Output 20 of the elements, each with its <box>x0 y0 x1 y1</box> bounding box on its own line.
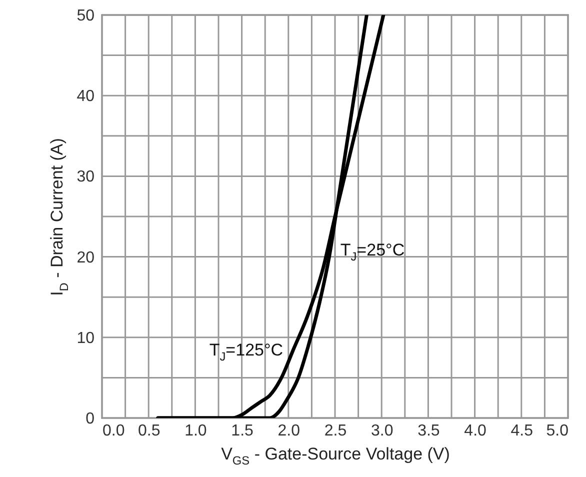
x-tick-label: 3.0 <box>370 422 394 440</box>
x-axis-title: V$_{GS}$ - Gate-Source Voltage (V) <box>221 444 450 468</box>
x-tick-label: 2.5 <box>324 422 347 440</box>
text: 0.0 <box>102 422 125 440</box>
x-tick-label: 0.5 <box>138 422 160 440</box>
y-tick-label: 0 <box>86 410 95 428</box>
y-tick-label: 50 <box>76 8 95 24</box>
y-tick-label: 20 <box>76 249 95 266</box>
x-tick-label: 3.5 <box>418 422 440 440</box>
x-tick-label: 2.0 <box>278 422 300 440</box>
x-tick-label: 4.0 <box>464 422 487 440</box>
y-tick-label: 40 <box>76 88 95 106</box>
y-tick-label: 10 <box>76 330 95 347</box>
y-tick-label: 30 <box>76 168 95 186</box>
x-tick-label: 1.0 <box>184 422 207 440</box>
x-tick-label: 1.5 <box>231 422 254 440</box>
annotation: T$_{J}$=25°C <box>340 240 405 264</box>
x-tick-label: 5.0 <box>546 422 569 440</box>
annotation: T$_{J}$=125°C <box>209 340 284 364</box>
x-tick-label: 4.5 <box>510 422 534 440</box>
